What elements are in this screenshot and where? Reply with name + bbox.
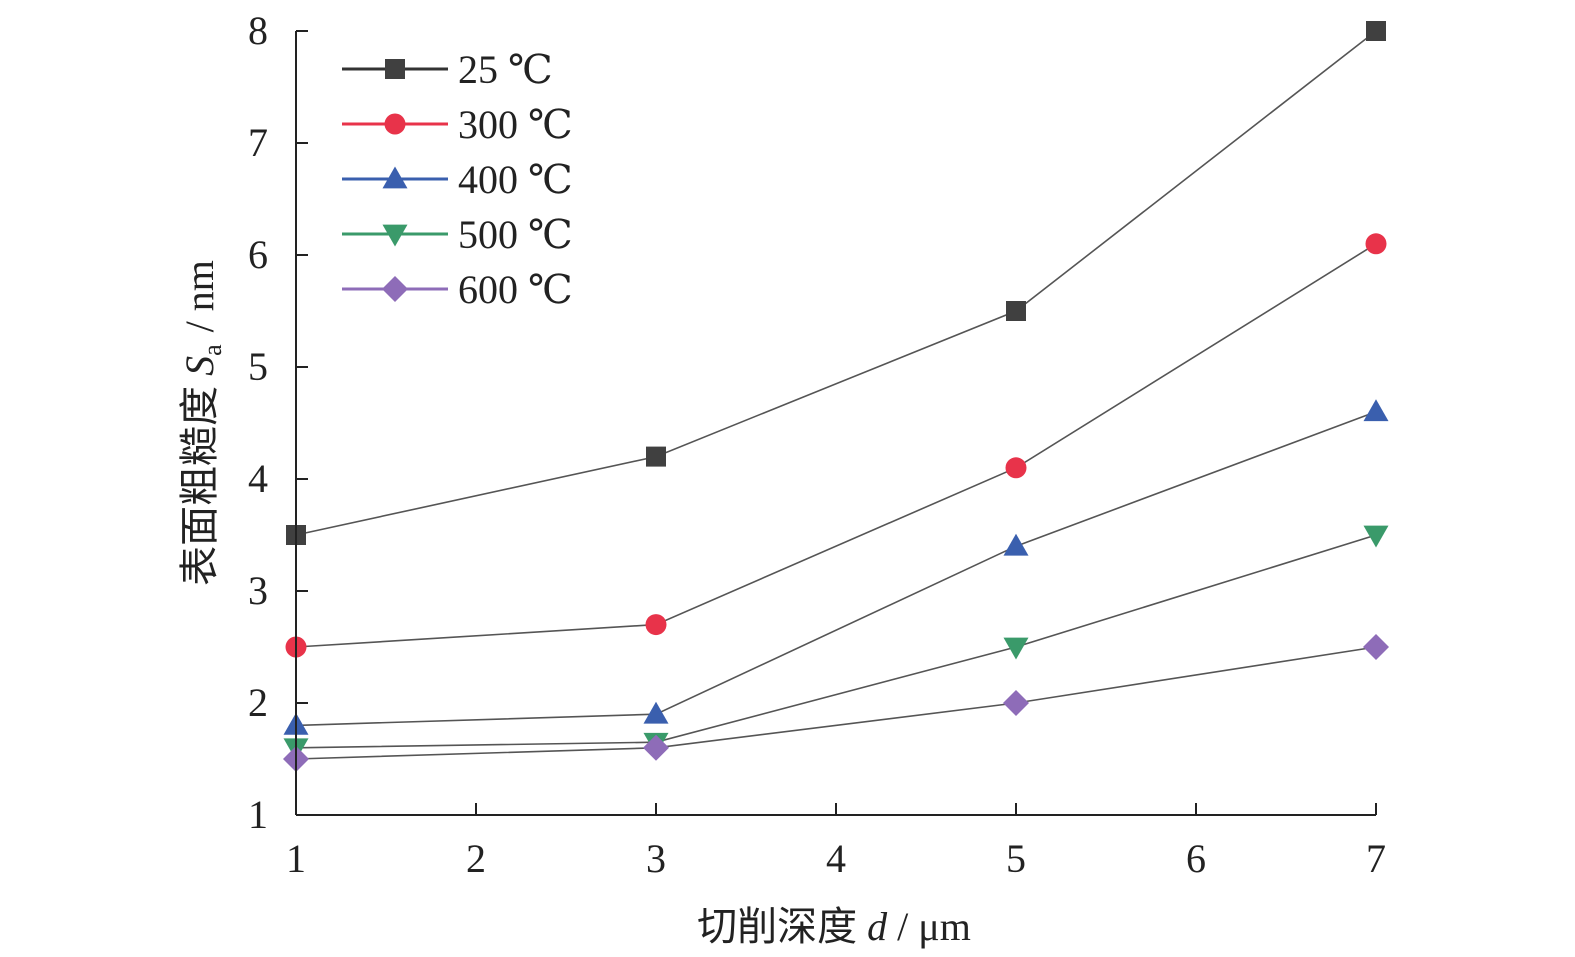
data-point [1363, 399, 1389, 422]
y-tick-label: 3 [248, 568, 268, 613]
data-point [1005, 457, 1027, 479]
ticks: 1 2 3 4 5 6 7 1 2 3 4 5 6 7 8 [248, 8, 1386, 881]
y-axis-title-symbol: S [177, 356, 222, 376]
y-tick-label: 7 [248, 120, 268, 165]
x-axis-title-prefix: 切削深度 [697, 904, 867, 949]
series-markers [283, 21, 1389, 772]
data-point [1366, 21, 1386, 41]
legend-label: 25 ℃ [458, 47, 553, 92]
y-axis-title-group: 表面粗糙度 Sa / nm [177, 260, 227, 586]
legend-marker [384, 113, 406, 135]
x-axis-title-symbol: d [867, 904, 888, 949]
data-point [1006, 301, 1026, 321]
x-tick-label: 3 [646, 836, 666, 881]
data-point [1363, 525, 1389, 548]
x-tick-label: 6 [1186, 836, 1206, 881]
x-tick-label: 1 [286, 836, 306, 881]
data-point [643, 734, 669, 761]
series-line [295, 534, 1377, 749]
y-tick-label: 4 [248, 456, 268, 501]
y-axis-title-suffix: / nm [177, 260, 222, 342]
y-tick-label: 1 [248, 792, 268, 837]
data-point [1365, 233, 1387, 255]
data-point [643, 701, 669, 724]
series-lines [295, 30, 1377, 760]
legend-marker [385, 59, 405, 79]
y-tick-label: 5 [248, 344, 268, 389]
data-point [1003, 690, 1029, 716]
legend-label: 300 ℃ [458, 102, 573, 147]
y-axis-title: 表面粗糙度 Sa / nm [177, 260, 227, 586]
y-axis-title-prefix: 表面粗糙度 [177, 376, 222, 586]
legend-label: 500 ℃ [458, 212, 573, 257]
legend-label: 400 ℃ [458, 157, 573, 202]
data-point [645, 614, 667, 636]
data-point [1363, 634, 1389, 660]
x-axis-title: 切削深度 d / μm [697, 904, 971, 949]
y-tick-label: 8 [248, 8, 268, 53]
data-point [646, 446, 666, 467]
x-tick-label: 4 [826, 836, 846, 881]
legend-marker [382, 166, 408, 189]
legend-marker [382, 276, 408, 302]
series-line [295, 30, 1377, 536]
y-tick-label: 2 [248, 680, 268, 725]
y-axis-title-subscript: a [198, 344, 227, 356]
x-axis-title-suffix: / μm [887, 904, 971, 949]
y-tick-label: 6 [248, 232, 268, 277]
data-point [1003, 637, 1029, 660]
series-line [295, 411, 1377, 727]
x-tick-label: 5 [1006, 836, 1026, 881]
series-line [295, 243, 1377, 648]
legend-marker [382, 224, 408, 247]
axes [295, 31, 1376, 816]
legend-label: 600 ℃ [458, 267, 573, 312]
x-tick-label: 7 [1366, 836, 1386, 881]
x-tick-label: 2 [466, 836, 486, 881]
legend: 25 ℃ 300 ℃ 400 ℃ 500 ℃ 600 ℃ [342, 47, 573, 312]
series-line [295, 646, 1377, 760]
data-point [1003, 533, 1029, 556]
